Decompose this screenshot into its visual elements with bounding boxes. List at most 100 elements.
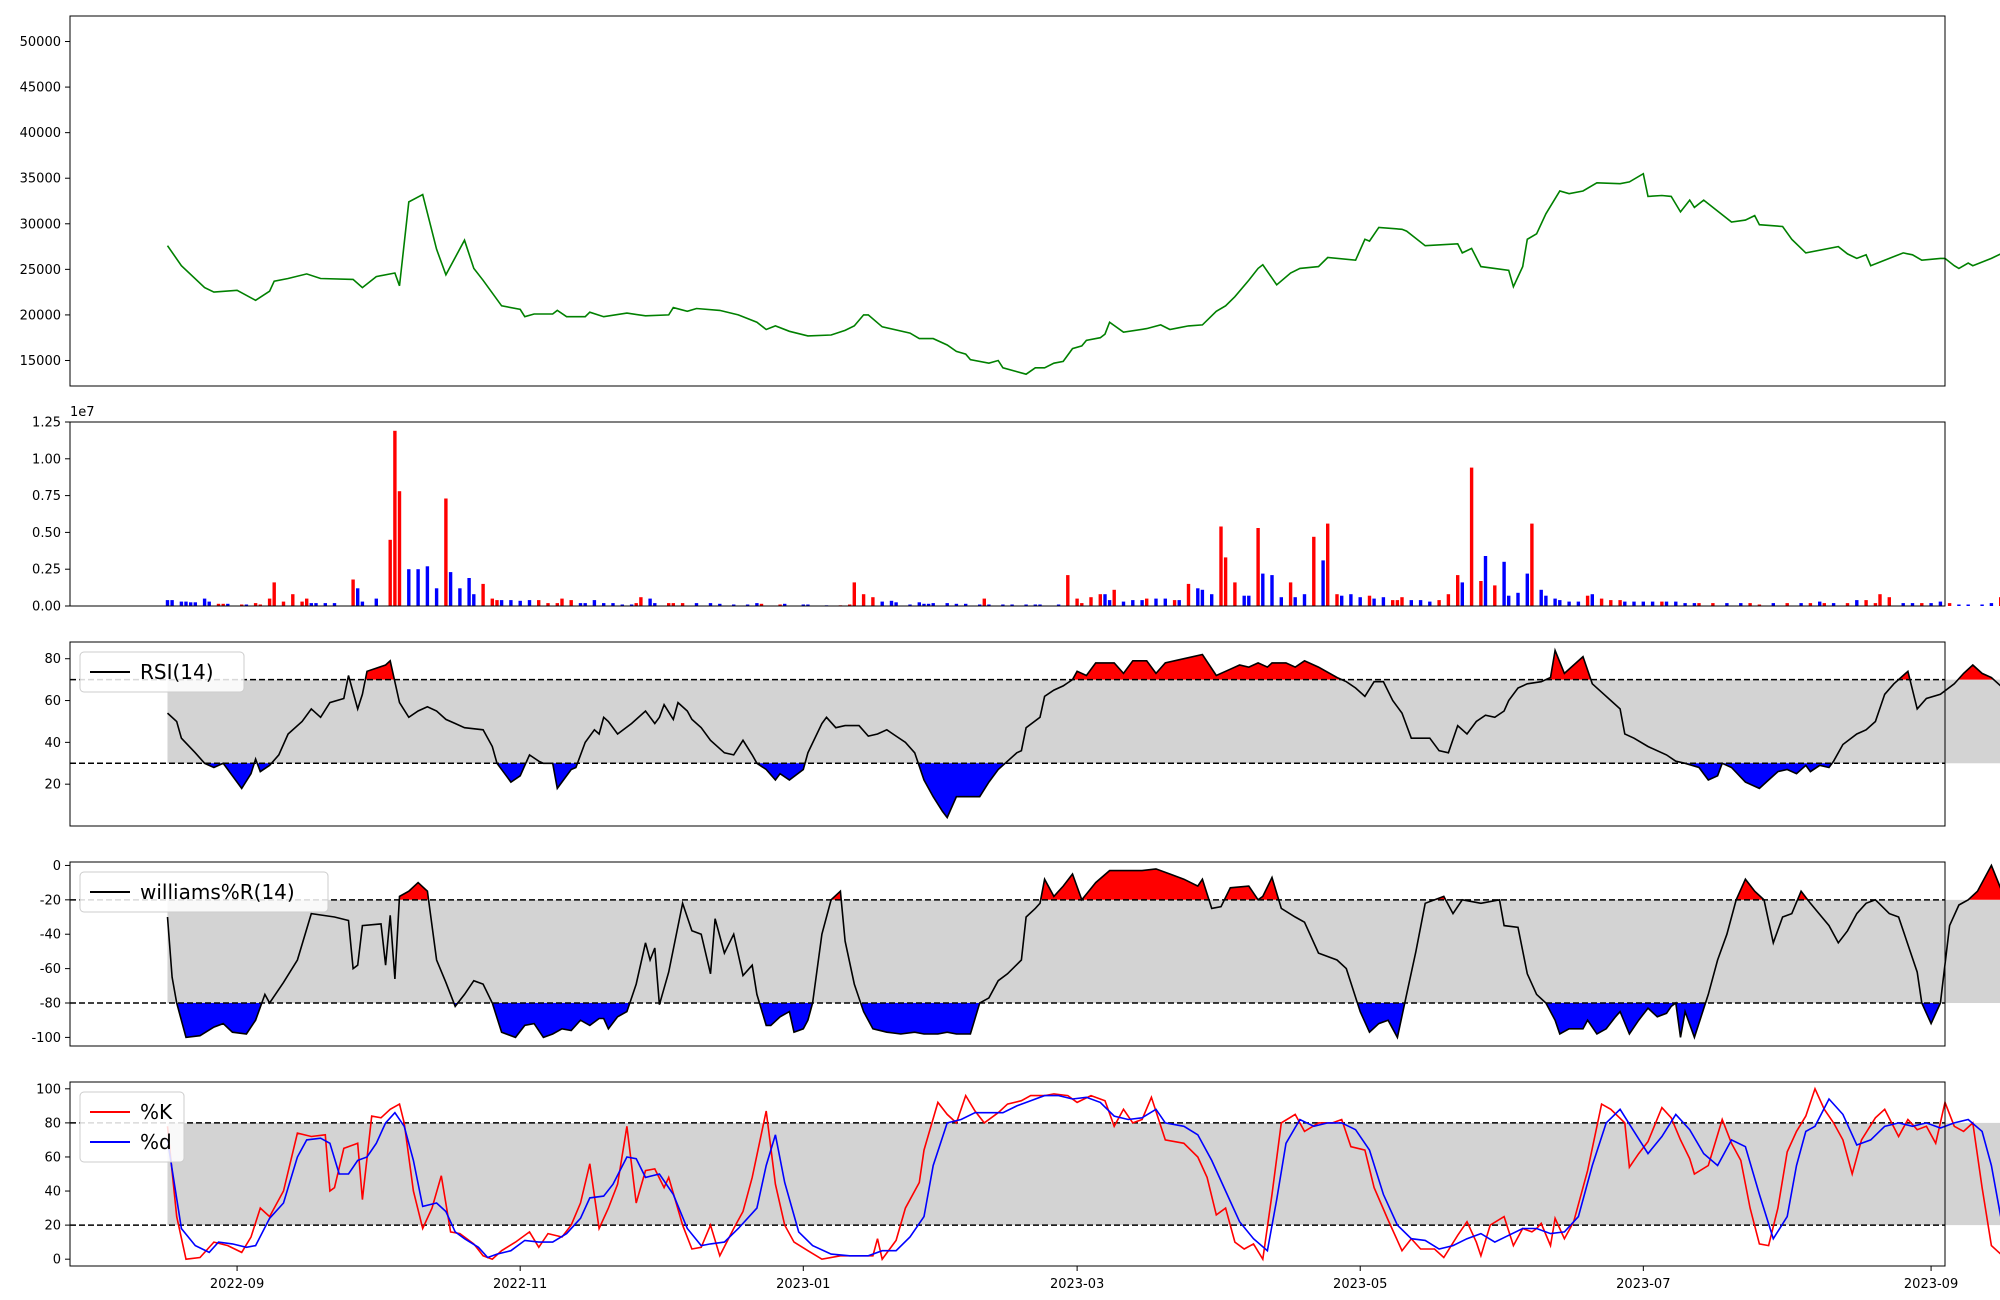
overbought-fill: [1040, 874, 1082, 900]
volume-bar: [170, 600, 174, 606]
legend-label: RSI(14): [140, 660, 214, 684]
volume-bar: [1121, 601, 1126, 606]
volume-bar: [1618, 600, 1622, 606]
axes-frame: [69, 861, 1946, 1047]
d-line: [166, 1094, 2000, 1259]
volume-bar: [1771, 603, 1775, 606]
volume-bar: [648, 598, 652, 606]
overbought-fill: [1545, 650, 1591, 680]
volume-bar: [1001, 604, 1005, 606]
volume-bar: [1154, 598, 1158, 606]
volume-bar: [1590, 594, 1594, 606]
volume-bar: [207, 601, 211, 606]
volume-bar: [578, 603, 583, 606]
volume-bar: [1599, 598, 1604, 606]
volume-bar: [1279, 597, 1283, 606]
volume-bar: [360, 601, 365, 606]
volume-bar: [861, 594, 866, 606]
volume-bar: [1223, 557, 1228, 606]
volume-bar: [1544, 595, 1548, 606]
overbought-fill: [365, 660, 395, 680]
volume-bar: [267, 598, 272, 606]
y-tick-label: 100: [36, 1082, 61, 1097]
y-tick-label: 40: [44, 736, 61, 751]
y-tick-label: 25000: [20, 263, 61, 278]
volume-bar: [309, 603, 313, 606]
volume-bar: [472, 594, 476, 606]
volume-bar: [499, 600, 504, 606]
y-tick-label: 40: [44, 1185, 61, 1200]
volume-bar: [1567, 601, 1571, 606]
volume-bar: [1056, 604, 1061, 606]
oversold-fill: [204, 763, 224, 768]
volume-bar: [945, 603, 949, 606]
volume-bar: [253, 603, 258, 606]
volume-bar: [1887, 597, 1891, 606]
volume-bar: [1256, 528, 1260, 606]
volume-bar: [880, 601, 884, 606]
volume-bar: [537, 600, 541, 606]
volume-bar: [1516, 592, 1520, 606]
y-tick-label: -20: [40, 893, 61, 908]
volume-bar: [894, 602, 898, 606]
axes-frame: [69, 1081, 1946, 1267]
y-tick-label: -100: [31, 1031, 61, 1046]
offset-text: 1e7: [70, 405, 95, 420]
oversold-fill: [1545, 1003, 1676, 1034]
volume-bar: [1920, 603, 1924, 606]
y-tick-label: -40: [40, 928, 61, 943]
volume-bar: [1799, 603, 1803, 606]
volume-bar: [244, 604, 249, 606]
volume-bar: [1530, 523, 1534, 606]
volume-bar: [1098, 594, 1102, 606]
volume-bar: [1145, 598, 1149, 606]
oversold-fill: [1722, 763, 1833, 789]
oversold-fill: [257, 763, 272, 772]
volume-bar: [982, 598, 986, 606]
volume-bar: [1748, 603, 1752, 606]
x-tick-label: 2023-07: [1616, 1277, 1670, 1292]
volume-bar: [852, 582, 856, 606]
oversold-fill: [759, 1003, 813, 1033]
volume-bar: [783, 603, 787, 606]
volume-bar: [1864, 600, 1868, 606]
volume-bar: [1172, 600, 1177, 606]
volume-bar: [931, 603, 935, 606]
volume-bar: [1437, 600, 1441, 606]
volume-bar: [1321, 560, 1325, 606]
volume-bar: [889, 600, 894, 606]
volume-bar: [272, 582, 276, 606]
legend-box: [79, 1091, 185, 1163]
overbought-fill: [1081, 868, 1209, 900]
volume-bar: [546, 603, 550, 606]
volume-bar: [351, 579, 355, 606]
volume-bar: [1966, 604, 1970, 606]
volume-bar: [745, 604, 750, 606]
volume-bar: [495, 600, 499, 606]
y-tick-label: 20: [44, 1219, 61, 1234]
volume-bar: [1219, 526, 1223, 606]
volume-bar: [1312, 536, 1316, 606]
volume-bar: [388, 539, 392, 606]
volume-bar: [1261, 573, 1265, 606]
volume-bar: [1957, 604, 1961, 606]
volume-bar: [1080, 603, 1084, 606]
volume-bar: [1938, 601, 1943, 606]
volume-bar: [165, 600, 170, 606]
volume-bar: [569, 600, 573, 606]
volume-bar: [240, 604, 244, 606]
volume-bar: [1428, 601, 1432, 606]
volume-bar: [806, 604, 810, 606]
volume-bar: [1140, 600, 1144, 606]
volume-bar: [1358, 597, 1362, 606]
price-panel: 15000 20000 25000 30000 35000 40000 45000 50000: [20, 15, 2000, 387]
volume-bar: [444, 498, 448, 606]
volume-bar: [732, 604, 736, 606]
y-tick-label: 15000: [20, 354, 61, 369]
volume-bar: [1660, 601, 1664, 606]
y-tick-label: 60: [44, 694, 61, 709]
volume-bar: [1683, 603, 1687, 606]
volume-bar: [1033, 604, 1037, 606]
oversold-fill: [1685, 763, 1723, 780]
oversold-fill: [497, 763, 526, 783]
